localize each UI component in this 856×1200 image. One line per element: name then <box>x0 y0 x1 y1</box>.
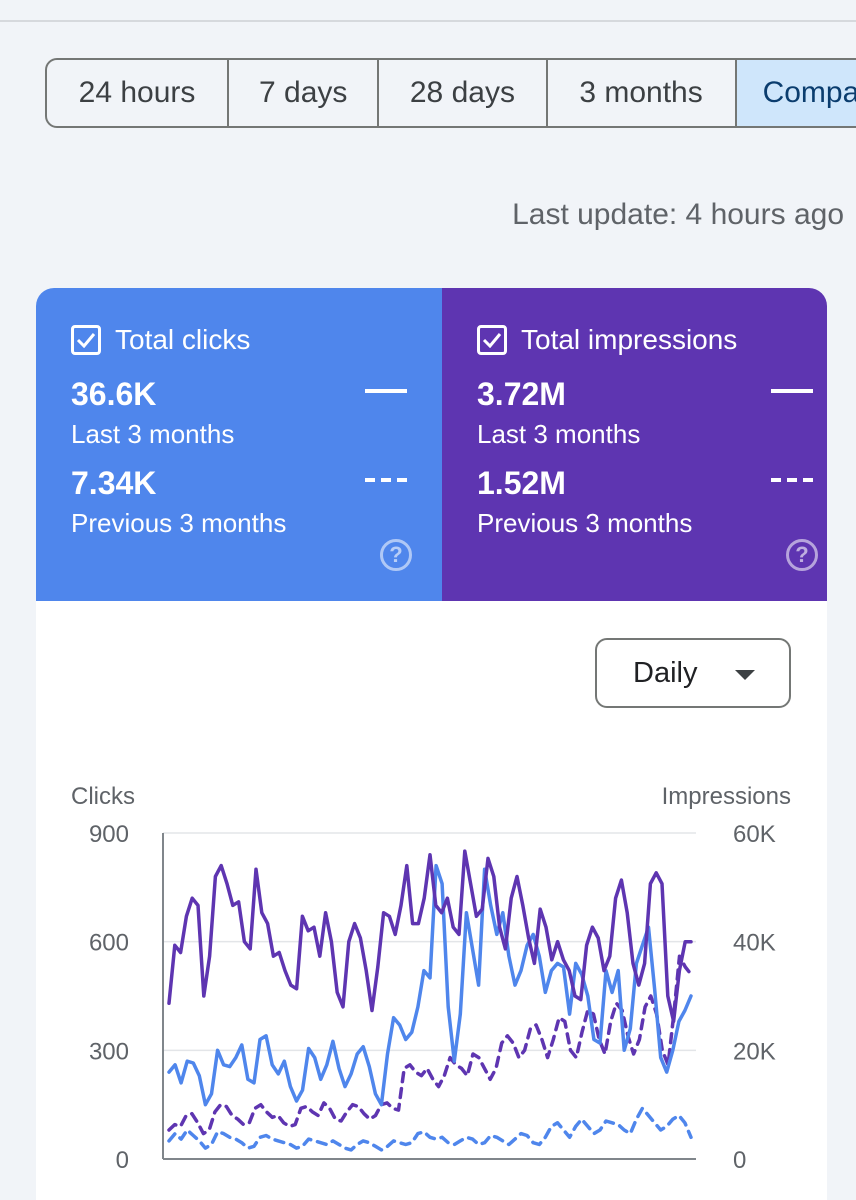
date-range-tabs: 24 hours 7 days 28 days 3 months Compa <box>45 58 856 128</box>
tab-24-hours[interactable]: 24 hours <box>47 60 230 126</box>
clicks-current-label: Last 3 months <box>71 419 235 449</box>
tab-28-days[interactable]: 28 days <box>379 60 548 126</box>
y-axis-right-title: Impressions <box>662 783 791 810</box>
y-right-tick-label: 40K <box>733 930 776 957</box>
solid-line-legend-icon <box>365 389 407 393</box>
y-left-tick-label: 900 <box>89 821 129 848</box>
clicks-previous-label: Previous 3 months <box>71 508 287 538</box>
impressions-previous-value: 1.52M <box>477 465 566 501</box>
check-icon <box>482 333 502 348</box>
impressions-current-label: Last 3 months <box>477 419 641 449</box>
series-line-total-clicks <box>167 863 693 1107</box>
performance-chart: Clicks Impressions 900 60K 600 40K 300 20K 0 0 <box>71 783 791 1174</box>
metric-title: Total impressions <box>521 324 738 355</box>
y-left-tick-label: 600 <box>89 930 129 957</box>
y-right-tick-label: 20K <box>733 1038 776 1065</box>
dashed-line-legend-icon <box>771 478 813 482</box>
top-divider <box>0 0 856 22</box>
chevron-down-icon <box>735 670 755 680</box>
check-icon <box>76 333 96 348</box>
help-icon[interactable]: ? <box>786 539 818 571</box>
y-axis-left-title: Clicks <box>71 783 135 810</box>
checkbox-clicks[interactable] <box>71 325 101 355</box>
checkbox-impressions[interactable] <box>477 325 507 355</box>
tab-3-months[interactable]: 3 months <box>548 60 737 126</box>
impressions-previous-label: Previous 3 months <box>477 508 693 538</box>
y-left-tick-label: 300 <box>89 1038 129 1065</box>
y-right-tick-label: 60K <box>733 821 776 848</box>
dashed-line-legend-icon <box>365 478 407 482</box>
clicks-current-value: 36.6K <box>71 376 157 412</box>
performance-card: Total clicks 36.6K Last 3 months 7.34K P… <box>36 288 827 1200</box>
last-update-text: Last update: 4 hours ago <box>512 198 844 231</box>
series-line-previous-impressions <box>167 954 693 1136</box>
impressions-current-value: 3.72M <box>477 376 566 412</box>
y-left-tick-label: 0 <box>116 1147 129 1174</box>
metric-total-impressions[interactable]: Total impressions 3.72M Last 3 months 1.… <box>442 288 827 601</box>
series-line-previous-clicks <box>167 1106 693 1152</box>
series-line-total-impressions <box>167 849 693 1024</box>
y-right-tick-label: 0 <box>733 1147 746 1174</box>
metric-title: Total clicks <box>115 324 251 355</box>
granularity-dropdown[interactable]: Daily <box>595 638 791 708</box>
solid-line-legend-icon <box>771 389 813 393</box>
tab-7-days[interactable]: 7 days <box>229 60 380 126</box>
metric-total-clicks[interactable]: Total clicks 36.6K Last 3 months 7.34K P… <box>36 288 442 601</box>
tab-compare[interactable]: Compa <box>736 60 856 126</box>
clicks-previous-value: 7.34K <box>71 465 157 501</box>
granularity-selected: Daily <box>633 656 698 689</box>
help-icon[interactable]: ? <box>380 539 412 571</box>
